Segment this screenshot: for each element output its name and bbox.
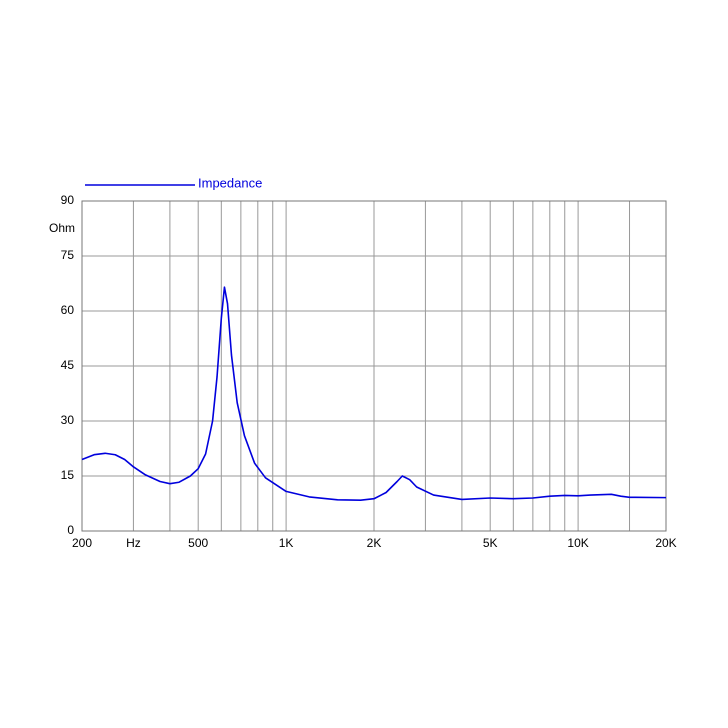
y-tick-label: 30: [61, 413, 75, 427]
y-tick-label: 60: [61, 303, 75, 317]
x-tick-label: 10K: [567, 536, 588, 550]
legend-label: Impedance: [198, 175, 262, 190]
y-tick-label: 45: [61, 358, 75, 372]
x-tick-label: 20K: [655, 536, 676, 550]
x-tick-label: 1K: [279, 536, 294, 550]
x-tick-label: 200: [72, 536, 92, 550]
x-tick-label: Hz: [126, 536, 141, 550]
y-tick-label: 90: [61, 193, 75, 207]
series-line: [81, 286, 667, 501]
y-axis-label: Ohm: [49, 221, 75, 235]
y-tick-label: 15: [61, 468, 75, 482]
x-tick-label: 2K: [367, 536, 382, 550]
x-tick-label: 500: [188, 536, 208, 550]
x-tick-label: 5K: [483, 536, 498, 550]
y-tick-label: 0: [67, 523, 74, 537]
plot-frame: [81, 200, 667, 532]
y-tick-label: 75: [61, 248, 75, 262]
